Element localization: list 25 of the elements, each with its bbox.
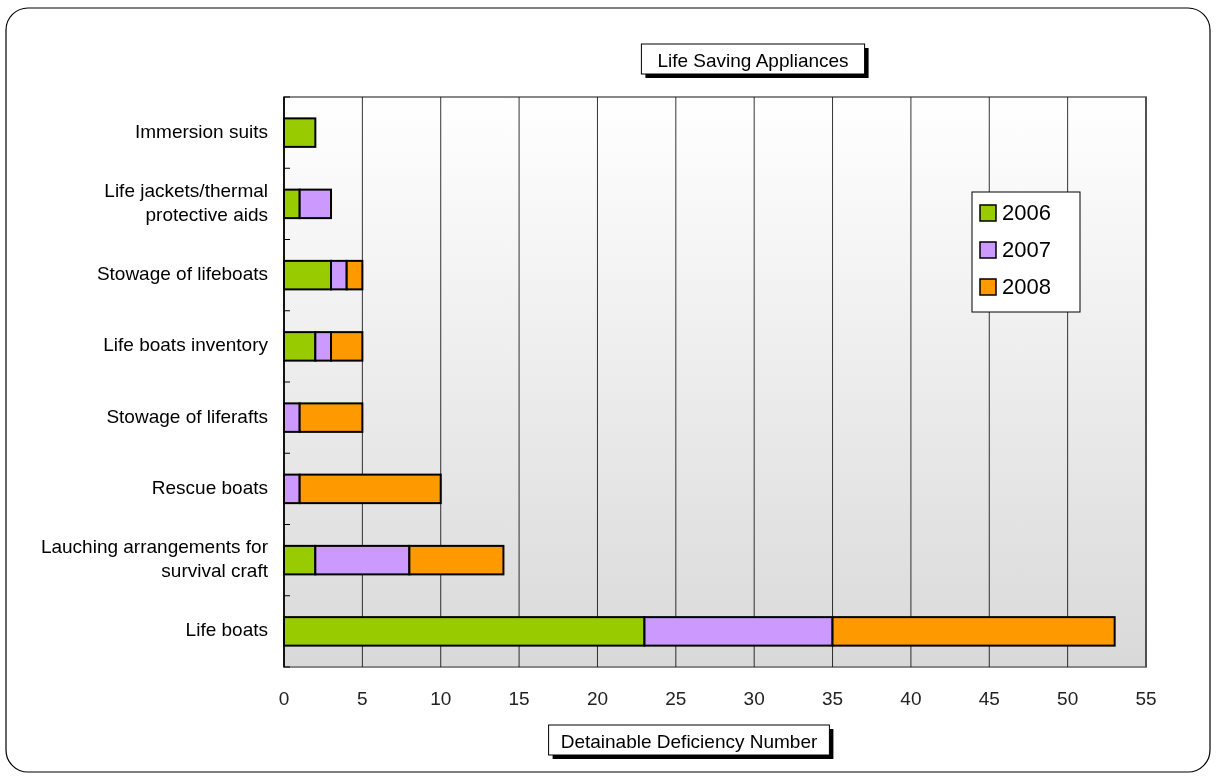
y-tick-label: Life boats: [185, 619, 268, 641]
x-tick-label: 35: [821, 688, 844, 709]
x-axis-title: Detainable Deficiency Number: [560, 731, 818, 753]
x-tick-label: 0: [278, 688, 290, 709]
x-tick-label: 40: [900, 688, 922, 709]
y-tick-label: Life boats inventory: [103, 334, 269, 356]
y-tick-label: Rescue boats: [151, 476, 268, 498]
x-tick-label: 55: [1135, 688, 1157, 709]
x-tick-label: 5: [357, 688, 368, 709]
legend-label: 2007: [1002, 236, 1051, 262]
x-tick-label: 45: [978, 688, 1000, 709]
y-tick-label: Immersion suits: [134, 120, 268, 142]
x-tick-label: 20: [586, 688, 609, 709]
x-tick-label: 10: [430, 688, 452, 709]
chart-title: Life Saving Appliances: [657, 50, 849, 72]
y-tick-label: Stowage of lifeboats: [96, 263, 268, 285]
y-tick-label: Stowage of liferafts: [106, 405, 268, 427]
x-tick-label: 50: [1057, 688, 1079, 709]
legend-label: 2006: [1002, 199, 1051, 225]
y-tick-label: Lauching arrangements for survival craft: [40, 536, 269, 582]
x-tick-label: 15: [508, 688, 530, 709]
y-tick-label: Life jackets/thermal protective aids: [104, 179, 268, 225]
x-tick-label: 25: [665, 688, 687, 709]
x-tick-label: 30: [743, 688, 765, 709]
legend-label: 2008: [1002, 273, 1051, 299]
